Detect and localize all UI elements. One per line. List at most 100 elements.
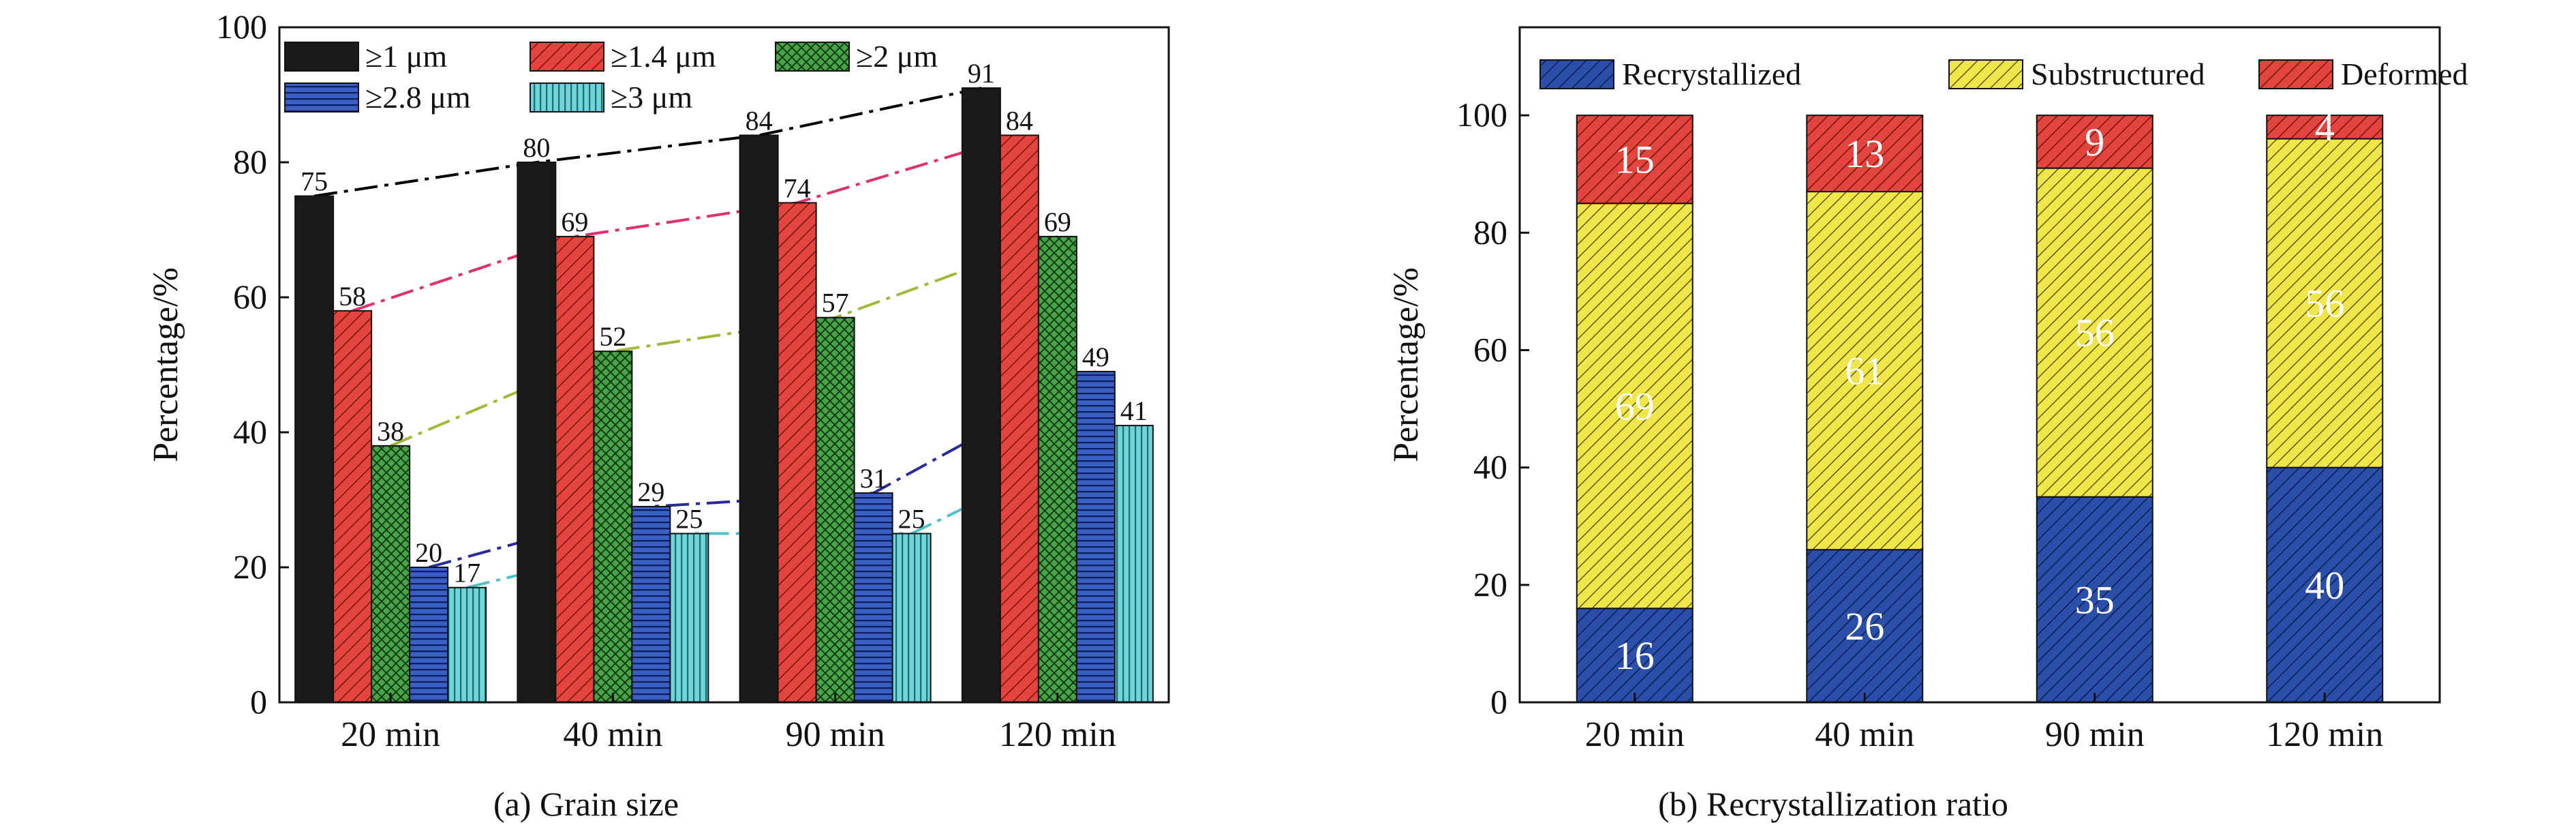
data-label: 75 — [301, 166, 328, 197]
y-axis-label: Percentage/% — [147, 267, 185, 462]
x-tick-label: 120 min — [999, 715, 1116, 754]
data-label: 17 — [453, 558, 480, 588]
bar — [669, 533, 709, 703]
data-label: 84 — [746, 105, 773, 136]
data-label: 38 — [377, 416, 404, 447]
y-tick-label: 60 — [1473, 330, 1507, 368]
bar — [1114, 425, 1154, 703]
plot-frame — [1518, 26, 2441, 704]
legend-swatch — [1539, 59, 1614, 89]
segment-label: 61 — [1845, 349, 1884, 393]
data-label: 91 — [968, 58, 995, 89]
bar — [631, 505, 671, 704]
data-label: 69 — [1044, 207, 1071, 237]
legend-swatch — [284, 42, 359, 72]
data-label: 29 — [637, 477, 664, 507]
bar — [999, 134, 1039, 703]
legend-swatch — [1948, 59, 2023, 89]
bar — [294, 195, 335, 703]
bar — [371, 445, 411, 703]
y-tick-label: 40 — [1473, 448, 1507, 486]
y-tick-label: 80 — [1473, 213, 1507, 251]
legend-label: ≥1 μm — [365, 39, 447, 74]
bar — [409, 567, 449, 703]
data-label: 49 — [1082, 342, 1109, 372]
trend-line — [390, 235, 1058, 447]
segment-label: 56 — [2305, 282, 2344, 326]
x-tick-label: 20 min — [341, 715, 440, 754]
bar — [593, 350, 633, 703]
y-tick-label: 0 — [1490, 683, 1507, 721]
segment-label: 35 — [2075, 578, 2115, 622]
y-tick-label: 100 — [216, 8, 267, 46]
stacked-bar-segment — [2036, 115, 2153, 169]
segment-label: 4 — [2315, 105, 2335, 149]
stacked-bar-segment — [2266, 115, 2384, 140]
y-tick-label: 20 — [233, 548, 267, 586]
stacked-bar-segment — [1576, 115, 1693, 205]
data-label: 74 — [784, 173, 811, 203]
segment-label: 15 — [1615, 138, 1655, 182]
y-tick-label: 100 — [1456, 95, 1507, 134]
plot-frame — [278, 26, 1170, 704]
grain-size-chart: 75 80 84 91 58 69 74 84 38 52 57 69 20 29 31 49 17 25 25 41… — [147, 8, 1170, 754]
bar — [333, 310, 373, 703]
x-tick-label: 20 min — [1585, 715, 1685, 754]
data-label: 20 — [415, 537, 442, 568]
data-label: 41 — [1120, 395, 1148, 426]
legend-swatch — [2258, 59, 2333, 89]
segment-label: 16 — [1615, 633, 1655, 678]
y-tick-label: 20 — [1473, 565, 1507, 603]
data-label: 69 — [561, 207, 588, 237]
data-label: 80 — [523, 132, 550, 163]
legend-label: ≥2 μm — [856, 39, 938, 74]
x-tick-label: 120 min — [2266, 715, 2383, 754]
legend-swatch — [530, 83, 604, 113]
stacked-bar-segment — [2266, 466, 2384, 703]
segment-label: 40 — [2305, 563, 2344, 608]
trend-line — [352, 134, 1020, 312]
legend-label: ≥1.4 μm — [611, 39, 716, 74]
trend-line — [313, 87, 982, 198]
bar — [777, 202, 817, 703]
bar — [853, 492, 893, 703]
stacked-bar-segment — [2036, 167, 2153, 498]
bar — [891, 533, 932, 703]
segment-label: 56 — [2075, 311, 2115, 355]
legend-swatch — [775, 42, 850, 72]
stacked-bar-segment — [1806, 191, 1924, 551]
bar — [739, 134, 779, 703]
segment-label: 69 — [1615, 384, 1655, 428]
bar — [555, 235, 595, 703]
legend-label: Recrystallized — [1622, 57, 1801, 91]
legend-label: Substructured — [2031, 57, 2205, 91]
stacked-bar-segment — [1576, 608, 1693, 703]
legend-swatch — [530, 42, 604, 72]
stacked-bar-segment — [2266, 138, 2384, 468]
data-label: 57 — [822, 288, 849, 318]
x-tick-label: 90 min — [786, 715, 885, 754]
caption-grain-size: (a) Grain size — [493, 785, 679, 823]
bar — [1075, 370, 1116, 704]
segment-label: 9 — [2085, 120, 2104, 164]
stacked-bar-segment — [1806, 549, 1924, 703]
legend-label: Deformed — [2341, 57, 2468, 91]
bar — [1037, 235, 1077, 703]
data-label: 58 — [339, 281, 366, 312]
segment-label: 13 — [1845, 132, 1884, 176]
y-axis-label: Percentage/% — [1387, 267, 1426, 462]
segment-label: 26 — [1845, 604, 1884, 648]
legend-label: ≥2.8 μm — [365, 80, 471, 115]
y-tick-label: 80 — [233, 143, 267, 181]
bar — [961, 87, 1001, 704]
x-tick-label: 90 min — [2045, 715, 2145, 754]
x-tick-label: 40 min — [563, 715, 662, 754]
legend-swatch — [284, 83, 359, 113]
y-tick-label: 0 — [250, 683, 267, 721]
stacked-bar-segment — [1576, 203, 1693, 610]
stacked-bar-segment — [2036, 496, 2153, 704]
data-label: 52 — [599, 321, 626, 352]
y-tick-label: 40 — [233, 413, 267, 451]
